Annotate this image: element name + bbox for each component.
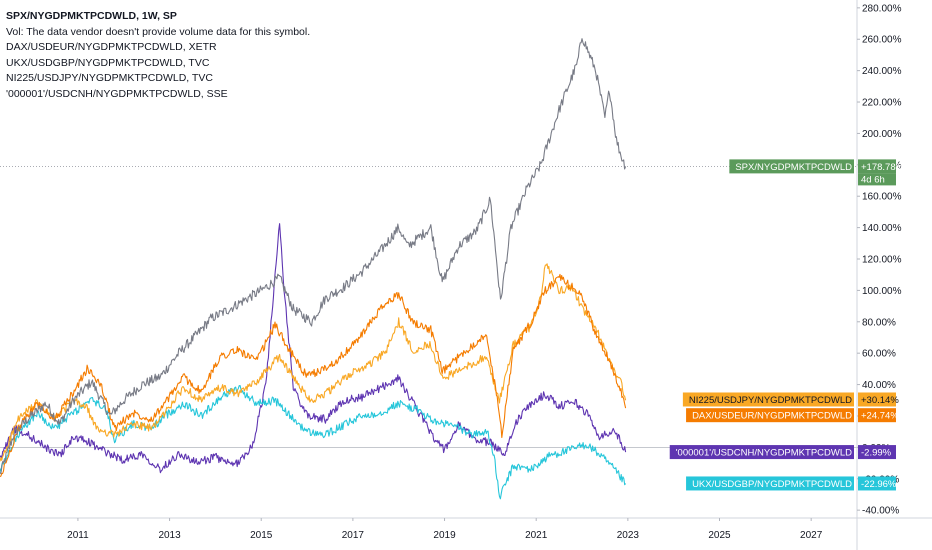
price-tag-spx[interactable]: SPX/NYGDPMKTPCDWLD +178.78%4d 6h bbox=[729, 159, 905, 186]
x-tick-label: 2013 bbox=[158, 530, 181, 541]
price-tag-label: DAX/USDEUR/NYGDPMKTPCDWLD bbox=[692, 411, 852, 422]
price-tag-label-box bbox=[686, 408, 854, 423]
x-tick-label: 2015 bbox=[250, 530, 273, 541]
y-tick-label: 280.00% bbox=[862, 3, 902, 14]
y-tick-label: 40.00% bbox=[862, 380, 896, 391]
price-tag-value-box bbox=[858, 408, 896, 423]
y-tick-label: 140.00% bbox=[862, 223, 902, 234]
x-tick-label: 2021 bbox=[525, 530, 548, 541]
series-layer bbox=[0, 38, 627, 500]
price-tag-value: +24.74% bbox=[861, 411, 899, 422]
series-line[interactable] bbox=[0, 38, 627, 475]
x-tick-label: 2019 bbox=[433, 530, 456, 541]
price-tag-label-box bbox=[686, 476, 854, 491]
price-tag-value: +30.14% bbox=[861, 395, 899, 406]
price-tag-label: NI225/USDJPY/NYGDPMKTPCDWLD bbox=[689, 395, 852, 406]
price-tag-label-box bbox=[729, 159, 854, 174]
y-tick-label: 160.00% bbox=[862, 192, 902, 203]
price-tag-value: -22.96% bbox=[861, 479, 897, 490]
y-tick-label: 120.00% bbox=[862, 255, 902, 266]
x-tick-label: 2023 bbox=[617, 530, 640, 541]
legend-compare-ni225[interactable]: NI225/USDJPY/NYGDPMKTPCDWLD, TVC bbox=[6, 72, 213, 85]
y-tick-label: 220.00% bbox=[862, 98, 902, 109]
y-tick-label: 200.00% bbox=[862, 129, 902, 140]
price-tag-ni225[interactable]: NI225/USDJPY/NYGDPMKTPCDWLD +30.14% bbox=[682, 392, 899, 407]
y-tick-label: 80.00% bbox=[862, 317, 896, 328]
chart-legend: SPX/NYGDPMKTPCDWLD, 1W, SP Vol: The data… bbox=[6, 9, 310, 103]
legend-main-symbol[interactable]: SPX/NYGDPMKTPCDWLD, 1W, SP bbox=[6, 10, 177, 22]
x-tick-label: 2011 bbox=[67, 530, 89, 541]
x-tick-label: 2027 bbox=[800, 530, 823, 541]
price-tag-label: SPX/NYGDPMKTPCDWLD bbox=[735, 162, 852, 173]
price-scale[interactable]: 280.00%260.00%240.00%220.00%200.00%180.0… bbox=[856, 0, 902, 550]
price-tag-dax[interactable]: DAX/USDEUR/NYGDPMKTPCDWLD +24.74% bbox=[686, 408, 899, 423]
price-tag-value-box bbox=[858, 159, 896, 174]
legend-compare-sse[interactable]: '000001'/USDCNH/NYGDPMKTPCDWLD, SSE bbox=[6, 87, 228, 100]
y-tick-label: 60.00% bbox=[862, 349, 896, 360]
y-tick-label: 100.00% bbox=[862, 286, 902, 297]
price-tag-value: +178.78% bbox=[861, 162, 905, 173]
price-tag-label: UKX/USDGBP/NYGDPMKTPCDWLD bbox=[692, 479, 852, 490]
price-tag-sse[interactable]: '000001'/USDCNH/NYGDPMKTPCDWLD -2.99% bbox=[669, 445, 896, 460]
price-tag-value: -2.99% bbox=[861, 448, 892, 459]
price-tag-ukx[interactable]: UKX/USDGBP/NYGDPMKTPCDWLD -22.96% bbox=[686, 476, 897, 491]
x-tick-label: 2025 bbox=[708, 530, 731, 541]
series-line[interactable] bbox=[0, 273, 627, 478]
series-line[interactable] bbox=[0, 263, 627, 462]
y-tick-label: -40.00% bbox=[862, 506, 899, 517]
price-tag-value-box bbox=[858, 476, 896, 491]
price-tag-countdown-box bbox=[858, 173, 896, 186]
price-tags: SPX/NYGDPMKTPCDWLD +178.78%4d 6h NI225/USD… bbox=[669, 159, 905, 491]
series-line[interactable] bbox=[0, 385, 627, 500]
price-tag-label: '000001'/USDCNH/NYGDPMKTPCDWLD bbox=[676, 448, 852, 459]
price-tag-value-box bbox=[858, 445, 896, 460]
legend-volume-note: Vol: The data vendor doesn't provide vol… bbox=[6, 25, 311, 38]
price-tag-label-box bbox=[682, 392, 854, 407]
legend-compare-dax[interactable]: DAX/USDEUR/NYGDPMKTPCDWLD, XETR bbox=[6, 41, 217, 54]
y-tick-label: 260.00% bbox=[862, 35, 902, 46]
price-tag-label-box bbox=[669, 445, 854, 460]
time-scale[interactable]: 2011 2013 2015 2017 2019 2021 2023 2025 2027 bbox=[0, 517, 932, 541]
y-tick-label: 240.00% bbox=[862, 66, 902, 77]
x-tick-label: 2017 bbox=[342, 530, 365, 541]
series-line[interactable] bbox=[0, 223, 627, 474]
price-tag-value-box bbox=[858, 392, 896, 407]
price-tag-countdown: 4d 6h bbox=[861, 174, 885, 185]
legend-compare-ukx[interactable]: UKX/USDGBP/NYGDPMKTPCDWLD, TVC bbox=[6, 56, 210, 69]
